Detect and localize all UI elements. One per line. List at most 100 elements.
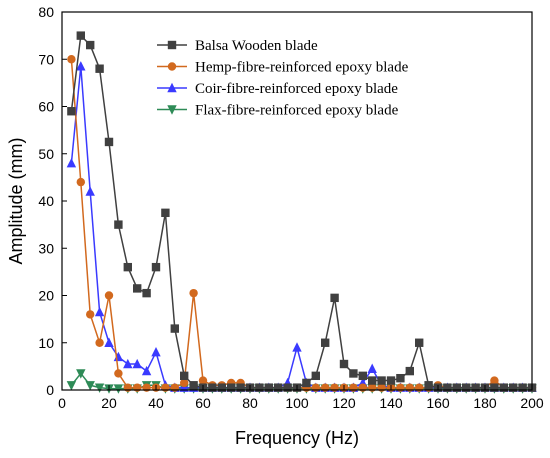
series-4-point bbox=[94, 383, 105, 393]
series-2-point bbox=[490, 376, 499, 385]
series-1-point bbox=[86, 40, 95, 50]
x-tick-label: 20 bbox=[101, 395, 117, 411]
legend-item-3: Coir-fibre-reinforced epoxy blade bbox=[157, 81, 398, 97]
series-1 bbox=[67, 31, 537, 392]
legend-label: Balsa Wooden blade bbox=[195, 38, 318, 54]
series-1-point bbox=[330, 293, 339, 303]
x-tick-label: 160 bbox=[426, 395, 450, 411]
series-1-point bbox=[161, 208, 170, 218]
x-tick-label: 100 bbox=[285, 395, 309, 411]
x-tick-label: 180 bbox=[473, 395, 497, 411]
y-axis-title: Amplitude (mm) bbox=[6, 137, 26, 264]
legend: Balsa Wooden blade Hemp-fibre-reinforced … bbox=[157, 38, 409, 119]
series-1-point bbox=[386, 376, 396, 385]
series-1-point bbox=[443, 383, 452, 392]
legend-item-1: Balsa Wooden blade bbox=[157, 38, 318, 54]
series-1-point bbox=[302, 378, 311, 388]
x-tick-label: 200 bbox=[520, 395, 544, 411]
series-1-point bbox=[283, 383, 292, 392]
series-1-point bbox=[396, 373, 405, 383]
series-3-point bbox=[367, 363, 377, 373]
series-1-point bbox=[471, 383, 480, 392]
x-tick-label: 60 bbox=[195, 395, 211, 411]
series-3-point bbox=[76, 61, 86, 71]
series-1-point bbox=[208, 383, 217, 392]
series-2-point bbox=[76, 177, 86, 187]
series-1-point bbox=[123, 262, 132, 272]
legend-item-4: Flax-fibre-reinforced epoxy blade bbox=[157, 103, 399, 119]
series-1-point bbox=[76, 31, 85, 40]
y-tick-label: 10 bbox=[38, 335, 54, 351]
series-1-point bbox=[358, 371, 367, 381]
series-3-point bbox=[66, 158, 77, 168]
series-1-point bbox=[95, 64, 104, 73]
series-1-point bbox=[452, 383, 461, 392]
series-3-point bbox=[292, 342, 302, 352]
series-1-point bbox=[405, 366, 414, 376]
x-tick-label: 120 bbox=[332, 395, 356, 411]
x-tick-label: 40 bbox=[148, 395, 164, 411]
y-tick-label: 30 bbox=[38, 240, 54, 256]
y-tick-label: 70 bbox=[38, 51, 54, 67]
y-tick-label: 40 bbox=[38, 193, 54, 209]
series-4-point bbox=[76, 369, 86, 379]
series-2-point bbox=[104, 291, 114, 300]
series-2-point bbox=[198, 376, 208, 385]
series-1-point bbox=[114, 220, 123, 229]
series-1-point bbox=[509, 383, 518, 392]
series-1-point bbox=[170, 324, 179, 333]
x-axis-title: Frequency (Hz) bbox=[235, 428, 359, 448]
y-tick-label: 20 bbox=[38, 288, 54, 304]
series-1-point bbox=[151, 262, 161, 272]
series-1-point bbox=[142, 288, 151, 298]
legend-swatch-marker bbox=[167, 82, 177, 93]
series-1-point bbox=[180, 371, 189, 381]
series-4-point bbox=[113, 384, 124, 394]
series-1-point bbox=[255, 383, 264, 392]
series-3-point bbox=[123, 358, 133, 369]
series-1-point bbox=[311, 371, 320, 381]
series-2-point bbox=[189, 288, 198, 298]
series-1-point bbox=[415, 338, 424, 347]
series-1-point bbox=[499, 383, 508, 392]
series-3-point bbox=[104, 337, 114, 347]
series-3-point bbox=[151, 347, 161, 357]
series-1-point bbox=[104, 137, 114, 147]
series-1-point bbox=[339, 359, 349, 369]
series-1-point bbox=[189, 381, 198, 390]
axis-ticks: 0 20 40 60 80 100 120 140 160 180 200 0 10 20 30 40 50 60… bbox=[38, 4, 543, 411]
series-3-point bbox=[141, 365, 152, 376]
series-2-point bbox=[180, 378, 189, 388]
series-1-point bbox=[227, 383, 236, 392]
x-tick-label: 140 bbox=[379, 395, 403, 411]
series-1-point bbox=[133, 284, 142, 293]
y-tick-label: 50 bbox=[38, 146, 54, 162]
series-1-point bbox=[321, 338, 330, 347]
series-2-point bbox=[95, 338, 104, 347]
series-4-point bbox=[66, 381, 77, 391]
series-1-point bbox=[236, 383, 245, 392]
series-2-point bbox=[67, 55, 76, 64]
legend-item-2: Hemp-fibre-reinforced epoxy blade bbox=[157, 60, 409, 76]
series-1-point bbox=[274, 383, 283, 392]
series-3-point bbox=[94, 306, 105, 317]
legend-label: Hemp-fibre-reinforced epoxy blade bbox=[195, 60, 409, 76]
y-tick-label: 60 bbox=[38, 99, 54, 115]
series-1-point bbox=[518, 383, 527, 392]
series-3-point bbox=[85, 186, 95, 196]
series-1-point bbox=[217, 383, 226, 392]
series-3-point bbox=[132, 358, 142, 369]
legend-label: Flax-fibre-reinforced epoxy blade bbox=[195, 103, 399, 119]
legend-swatch-marker bbox=[167, 40, 177, 50]
series-1-point bbox=[349, 369, 358, 378]
series-1-point bbox=[368, 376, 377, 385]
series-2-point bbox=[86, 310, 95, 319]
series-2-point bbox=[114, 369, 123, 378]
series-1-point bbox=[462, 383, 471, 392]
series-1-point bbox=[67, 107, 76, 116]
legend-label: Coir-fibre-reinforced epoxy blade bbox=[195, 81, 398, 97]
series-1-point bbox=[424, 381, 433, 390]
series-1-point bbox=[377, 376, 386, 385]
series-1-point bbox=[490, 383, 499, 392]
